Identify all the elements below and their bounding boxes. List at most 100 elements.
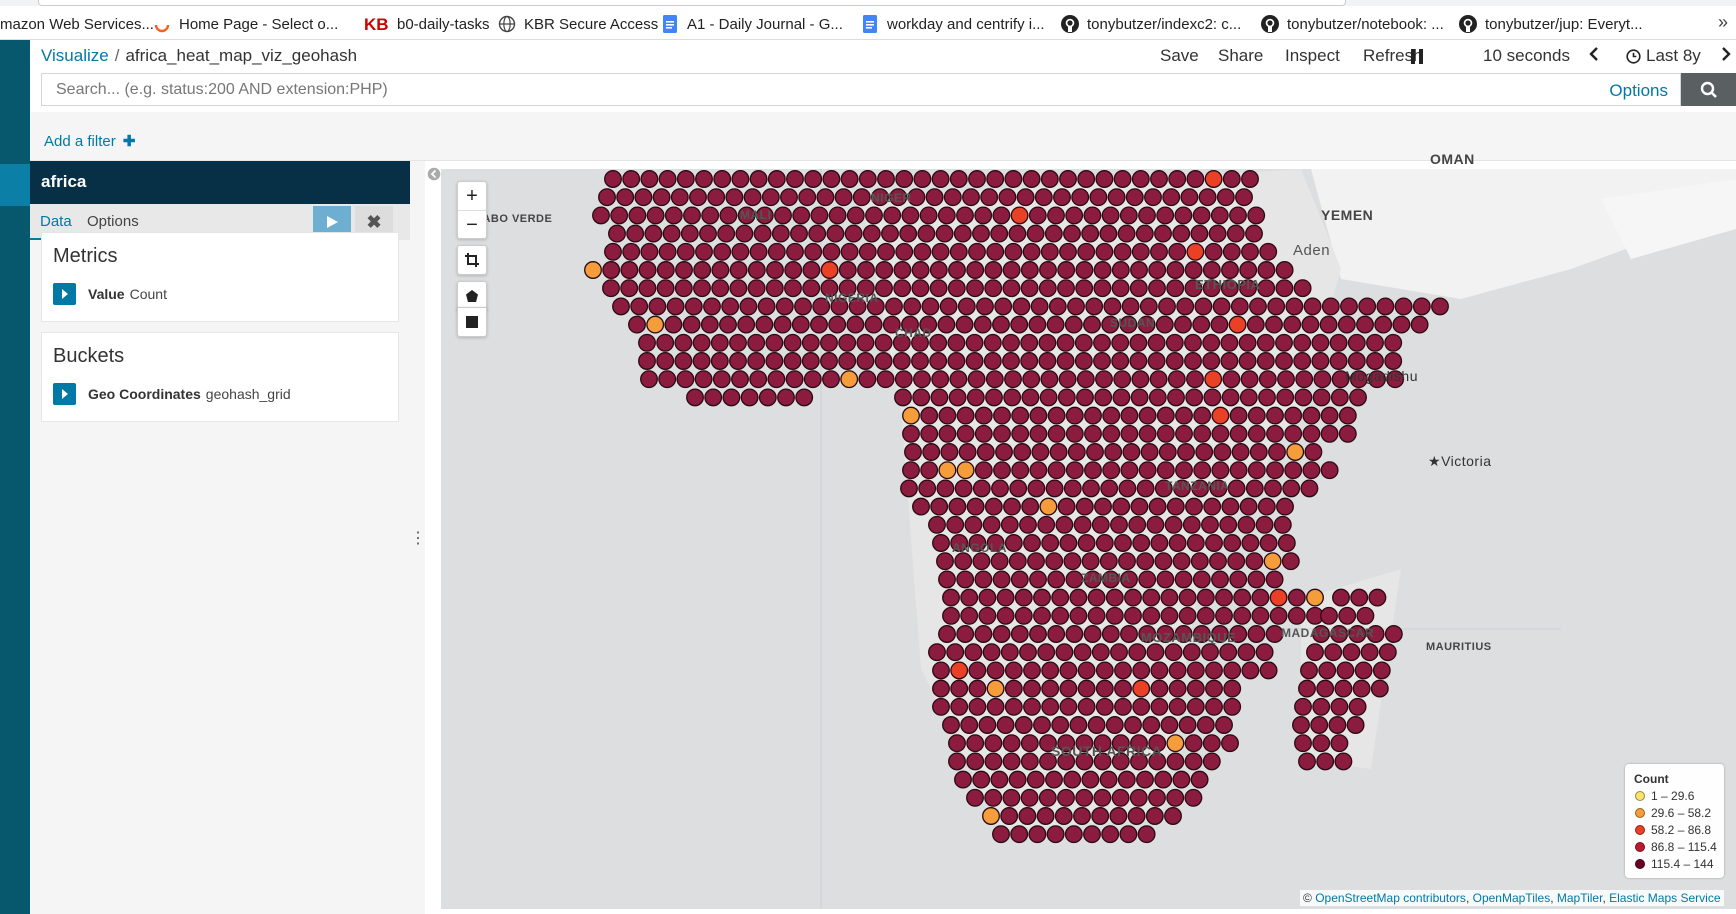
bookmark-home-page[interactable]: Home Page - Select o...: [152, 13, 338, 35]
geohash-dot: [771, 224, 790, 243]
geohash-dot: [1186, 242, 1205, 261]
refresh-button[interactable]: Refresh: [1363, 46, 1423, 65]
metric-value-count[interactable]: Value Count: [53, 283, 167, 305]
time-picker[interactable]: Last 8y: [1626, 46, 1701, 66]
geohash-dot: [1004, 534, 1023, 552]
side-nav-selected[interactable]: [0, 164, 30, 206]
geohash-dot: [866, 297, 885, 316]
geohash-dot: [920, 461, 939, 480]
geohash-dot: [1286, 443, 1305, 461]
geohash-dot: [644, 224, 663, 243]
share-button[interactable]: Share: [1218, 46, 1264, 65]
collapse-sidebar-icon[interactable]: [427, 167, 441, 186]
geohash-dot: [1285, 297, 1304, 316]
geohash-dot: [1203, 497, 1222, 516]
geohash-dot: [928, 515, 946, 534]
bookmark-b0-daily-tasks[interactable]: KB b0-daily-tasks: [364, 15, 490, 33]
search-button[interactable]: [1681, 73, 1736, 106]
geohash-dot: [1033, 588, 1051, 607]
bookmark-indexc2[interactable]: tonybutzer/indexc2: c...: [1060, 13, 1241, 35]
index-pattern-header: africa: [30, 161, 410, 204]
geohash-dot: [1118, 552, 1136, 571]
filter-bar: Add a filter ✚: [30, 112, 1736, 161]
geohash-dot: [680, 224, 699, 243]
geohash-dot: [1059, 679, 1078, 698]
search-input[interactable]: [42, 74, 1610, 105]
panel-resize-handle[interactable]: ⋮: [410, 530, 426, 547]
zoom-in-button[interactable]: +: [458, 182, 486, 210]
geohash-dot: [956, 206, 974, 225]
tab-data[interactable]: Data: [30, 213, 82, 240]
geohash-dot: [1184, 788, 1203, 807]
google-docs-icon: [660, 14, 680, 34]
geohash-dot: [1020, 352, 1039, 370]
bookmark-daily-journal[interactable]: A1 - Daily Journal - G...: [660, 13, 843, 35]
geohash-dot: [1247, 570, 1266, 589]
bookmark-aws[interactable]: mazon Web Services...: [0, 15, 154, 33]
geohash-dot: [965, 352, 984, 370]
refresh-interval[interactable]: 10 seconds: [1483, 46, 1570, 65]
geohash-dot: [1300, 479, 1319, 498]
metrics-title: Metrics: [53, 245, 118, 267]
attribution-ems-link[interactable]: Elastic Maps Service: [1609, 891, 1721, 905]
geohash-dot: [694, 370, 713, 389]
bucket-geo-coordinates[interactable]: Geo Coordinates geohash_grid: [53, 383, 291, 405]
bookmark-kbr-secure-access[interactable]: KBR Secure Access: [497, 13, 658, 35]
geohash-dot: [1105, 716, 1124, 734]
draw-polygon-button[interactable]: [457, 281, 487, 311]
geohash-dot: [1082, 479, 1100, 498]
save-button[interactable]: Save: [1160, 46, 1199, 65]
geohash-dot: [1075, 261, 1094, 279]
legend-swatch: [1635, 791, 1645, 801]
geohash-dot: [1386, 370, 1405, 389]
geohash-dot: [1104, 443, 1123, 461]
chevron-right-icon[interactable]: [53, 383, 76, 405]
map-container[interactable]: CABO VERDE YEMEN OMAN Aden Mogadishu ★Vi…: [425, 151, 1736, 914]
map-canvas[interactable]: [441, 169, 1736, 909]
bookmark-notebook[interactable]: tonybutzer/notebook: ...: [1260, 13, 1444, 35]
geohash-dot: [1166, 734, 1185, 753]
geohash-dot: [917, 224, 936, 243]
geohash-dot: [1120, 625, 1138, 643]
geohash-dot: [954, 552, 973, 571]
geohash-dot: [749, 370, 768, 389]
geohash-dot: [1210, 315, 1229, 334]
attribution-openmaptiles-link[interactable]: OpenMapTiles: [1472, 891, 1551, 905]
pause-icon[interactable]: [1411, 49, 1425, 64]
geohash-dot: [1087, 588, 1106, 607]
geohash-dot: [1257, 497, 1276, 516]
geohash-dot: [1283, 315, 1302, 334]
geohash-dot: [610, 206, 629, 225]
breadcrumb-visualize[interactable]: Visualize: [41, 46, 109, 65]
bookmark-jup[interactable]: tonybutzer/jup: Everyt...: [1458, 13, 1643, 35]
zoom-out-button[interactable]: −: [458, 210, 486, 239]
geohash-dot: [902, 461, 920, 480]
bookmarks-overflow-icon[interactable]: »: [1717, 12, 1728, 32]
geohash-dot: [686, 388, 704, 407]
prev-time-icon[interactable]: [1588, 46, 1600, 67]
geohash-dot: [1014, 588, 1033, 607]
map-label-south-africa: SOUTH AFRICA: [1051, 743, 1163, 759]
geohash-dot: [966, 734, 985, 753]
add-filter-button[interactable]: Add a filter ✚: [44, 133, 136, 150]
geohash-dot: [1358, 297, 1377, 316]
geohash-dot: [810, 315, 828, 334]
draw-rectangle-button[interactable]: [457, 307, 487, 337]
geohash-dot: [707, 188, 726, 207]
bookmark-workday-centrify[interactable]: workday and centrify i...: [860, 13, 1045, 35]
geohash-dot: [1192, 570, 1211, 589]
chevron-right-icon[interactable]: [53, 283, 76, 305]
inspect-button[interactable]: Inspect: [1285, 46, 1340, 65]
geohash-dot: [1075, 279, 1094, 298]
geohash-dot: [931, 170, 950, 188]
search-options-button[interactable]: Options: [1609, 81, 1668, 100]
fit-bounds-button[interactable]: [457, 245, 487, 275]
geohash-dot: [1186, 697, 1205, 716]
next-time-icon[interactable]: [1720, 46, 1732, 67]
attribution-maptiler-link[interactable]: MapTiler: [1556, 891, 1603, 905]
geohash-dot: [1259, 534, 1278, 552]
geohash-dot: [737, 315, 756, 334]
tab-options[interactable]: Options: [87, 213, 139, 230]
geohash-dot: [1239, 279, 1257, 298]
attribution-osm-link[interactable]: OpenStreetMap contributors: [1315, 891, 1466, 905]
